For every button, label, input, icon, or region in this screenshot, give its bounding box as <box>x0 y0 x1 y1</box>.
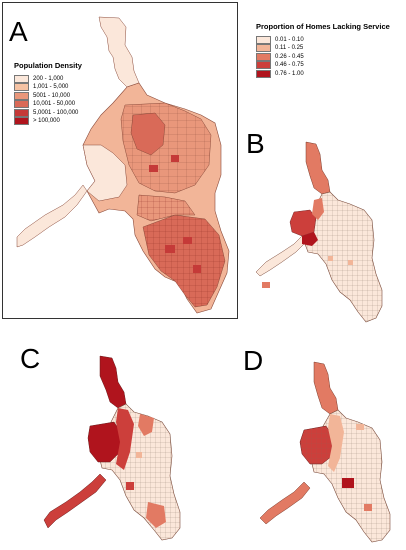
population-density-legend-swatch <box>14 100 29 109</box>
population-density-legend-item: 5,0001 - 100,000 <box>14 108 82 118</box>
service-legend-label: 0.11 - 0.25 <box>275 45 304 51</box>
panel-a-letter: A <box>9 16 28 47</box>
population-density-legend-swatch <box>14 117 29 126</box>
population-density-legend-swatch <box>14 91 29 100</box>
service-legend-swatch <box>256 52 271 61</box>
panel-a-frame <box>2 2 238 319</box>
map-c-river-tracts <box>116 408 134 470</box>
service-legend-swatch <box>256 61 271 70</box>
map-d-west-arm <box>259 481 311 525</box>
population-density-legend-label: 200 - 1,000 <box>33 75 64 82</box>
population-density-legend-item: 1,001 - 5,000 <box>14 83 82 92</box>
map-c-west-arm <box>43 473 107 529</box>
service-legend-item: 0.26 - 0.45 <box>256 52 390 62</box>
map-d-hotspot <box>342 478 354 488</box>
map-b-west-arm <box>255 235 307 277</box>
population-density-legend: Population Density 200 - 1,000 1,001 - 5,… <box>14 61 82 126</box>
map-b-north-region <box>305 141 331 195</box>
service-legend: Proportion of Homes Lacking Service 0.01… <box>256 22 390 79</box>
service-legend-item: 0.46 - 0.75 <box>256 61 390 70</box>
panel-c-letter: C <box>20 343 41 374</box>
service-legend-label: 0.76 - 1.00 <box>275 70 304 77</box>
population-density-legend-swatch <box>14 74 29 83</box>
population-density-map <box>16 16 230 314</box>
population-density-legend-label: 5001 - 10,000 <box>33 92 71 99</box>
service-map-b <box>255 141 383 323</box>
map-b-river-tracts <box>312 198 324 220</box>
population-density-legend-swatch <box>14 108 29 117</box>
service-legend-swatch <box>256 35 271 44</box>
service-legend-label: 0.26 - 0.45 <box>275 53 304 60</box>
map-a-west-arm <box>16 184 88 248</box>
map-b-south-tract <box>262 282 270 288</box>
map-a-western-lobe <box>82 144 128 202</box>
panel-b-letter: B <box>246 128 265 159</box>
population-density-legend-item: 5001 - 10,000 <box>14 91 82 101</box>
population-density-legend-item: 200 - 1,000 <box>14 74 82 84</box>
map-d-river-tracts <box>328 414 344 472</box>
map-a-north-region <box>98 16 140 88</box>
service-legend-label: 0.01 - 0.10 <box>275 36 304 43</box>
population-density-legend-label: 10,001 - 50,000 <box>33 101 76 107</box>
service-legend-title: Proportion of Homes Lacking Service <box>256 22 390 31</box>
service-map-d <box>259 361 391 543</box>
service-legend-item: 0.76 - 1.00 <box>256 69 390 79</box>
service-legend-label: 0.46 - 0.75 <box>275 62 304 68</box>
service-legend-item: 0.01 - 0.10 <box>256 35 390 45</box>
panel-d-letter: D <box>243 345 264 376</box>
population-density-legend-label: 5,0001 - 100,000 <box>33 109 79 116</box>
service-legend-swatch <box>256 69 271 78</box>
population-density-legend-item: > 100,000 <box>14 117 82 126</box>
map-c-east-tracts <box>138 414 154 436</box>
population-density-legend-label: 1,001 - 5,000 <box>33 84 69 90</box>
map-c-north-region <box>99 355 127 409</box>
population-density-legend-item: 10,001 - 50,000 <box>14 100 82 109</box>
population-density-legend-label: > 100,000 <box>33 118 60 124</box>
service-map-c <box>43 355 181 541</box>
service-legend-item: 0.11 - 0.25 <box>256 44 390 53</box>
population-density-legend-swatch <box>14 83 29 92</box>
map-c-south-tracts <box>146 502 166 528</box>
population-density-legend-title: Population Density <box>14 61 82 70</box>
map-a-core-tracts <box>130 112 166 156</box>
map-d-north-region <box>313 361 339 415</box>
service-legend-swatch <box>256 44 271 53</box>
map-c-western-lobe <box>87 421 123 463</box>
map-b-lobe-south <box>302 232 318 246</box>
